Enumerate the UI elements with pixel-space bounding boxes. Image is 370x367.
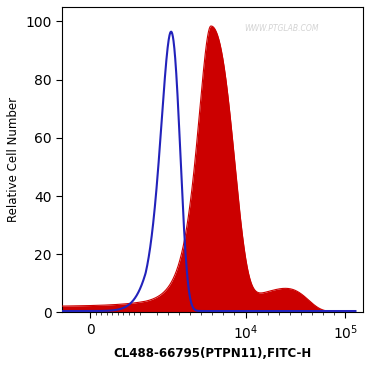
X-axis label: CL488-66795(PTPN11),FITC-H: CL488-66795(PTPN11),FITC-H — [114, 347, 312, 360]
Text: WWW.PTGLAB.COM: WWW.PTGLAB.COM — [245, 24, 319, 33]
Y-axis label: Relative Cell Number: Relative Cell Number — [7, 97, 20, 222]
